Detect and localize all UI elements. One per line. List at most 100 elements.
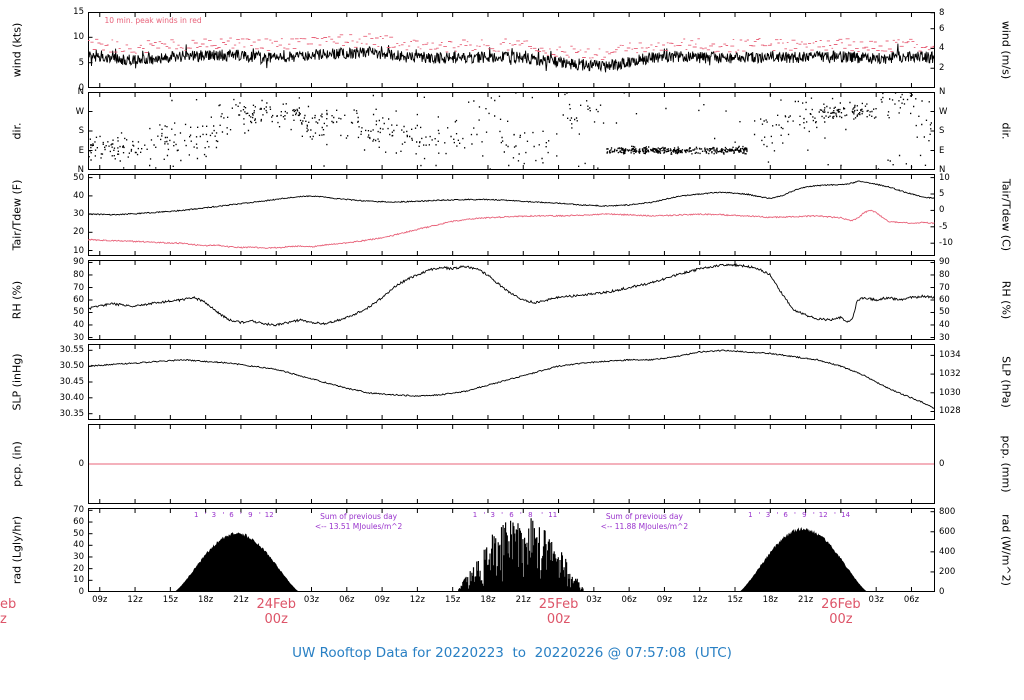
- rad-cumulative-mark: ': [834, 511, 836, 519]
- y-axis-label-left: dir.: [10, 122, 24, 140]
- y-tick-label-left: 60: [73, 517, 84, 528]
- rad-cumulative-mark: ': [520, 511, 522, 519]
- x-date-label: 25Feb 00z: [529, 597, 589, 627]
- y-axis-label-right: wind (m/s): [999, 20, 1013, 80]
- x-tick-label: 06z: [621, 595, 637, 605]
- x-date-line: 25Feb: [538, 597, 579, 612]
- y-axis-label-right: pcp. (mm): [999, 435, 1013, 493]
- rad-sum-note: Sum of previous day: [606, 512, 684, 521]
- x-axis-date-fragment-clipped: eb z: [0, 597, 16, 627]
- rad-cumulative-mark: ': [483, 511, 485, 519]
- rad-cumulative-mark: ': [240, 511, 242, 519]
- y-tick-label-left: 10: [73, 245, 84, 256]
- y-axis-label-left: rad (Lgly/hr): [10, 515, 24, 585]
- x-tick-label: 06z: [339, 595, 355, 605]
- y-tick-label-right: 80: [939, 269, 950, 280]
- y-tick-label-right: 5: [939, 189, 945, 199]
- y-tick-label-left: 15: [73, 7, 84, 17]
- y-tick-label-right: 0: [939, 459, 945, 469]
- rad-cumulative-mark: 11: [548, 511, 557, 519]
- rad-cumulative-mark: 3: [212, 511, 216, 519]
- y-tick-label-left: 30.40: [59, 392, 84, 403]
- rad-cumulative-mark: 3: [766, 511, 770, 519]
- y-axis-label-left: Tair/Tdew (F): [10, 179, 24, 251]
- y-tick-label-right: E: [939, 145, 945, 156]
- y-tick-label-right: 50: [939, 307, 950, 318]
- rad-cumulative-mark: ': [776, 511, 778, 519]
- y-tick-label-left: 20: [73, 227, 84, 238]
- rad-cumulative-mark: 6: [229, 511, 234, 519]
- x-tick-label: 03z: [586, 595, 602, 605]
- x-tick-label: 15z: [162, 595, 178, 605]
- y-tick-label-left: 30.50: [59, 361, 84, 372]
- x-tick-label: 03z: [303, 595, 320, 605]
- x-date-fragment-line1: eb: [0, 597, 17, 612]
- rad-cumulative-mark: ': [501, 511, 503, 519]
- y-axis-label-right: dir.: [999, 122, 1013, 140]
- y-tick-label-left: 0: [78, 587, 84, 597]
- y-tick-label-right: W: [939, 106, 948, 117]
- y-tick-label-left: 70: [73, 505, 84, 516]
- y-tick-label-right: 30: [939, 332, 950, 343]
- y-tick-label-left: 40: [73, 190, 84, 201]
- y-tick-label-right: 1028: [939, 406, 961, 417]
- x-tick-label: 21z: [233, 595, 249, 605]
- y-tick-label-right: 40: [939, 319, 950, 330]
- y-tick-label-left: 40: [73, 319, 84, 330]
- x-tick-label: 21z: [797, 595, 814, 605]
- y-tick-label-right: 600: [939, 526, 956, 537]
- panel-wind: 10 min. peak winds in red: [88, 12, 935, 88]
- rad-cumulative-mark: 12: [819, 511, 828, 519]
- rad-cumulative-mark: 6: [783, 511, 788, 519]
- rad-cumulative-mark: 9: [802, 511, 806, 519]
- panel-slp: [88, 344, 935, 420]
- y-tick-label-left: 10: [73, 32, 84, 43]
- y-tick-label-right: 0: [939, 205, 945, 216]
- y-tick-label-right: 2: [939, 63, 945, 74]
- rad-cumulative-mark: ': [222, 511, 224, 519]
- y-axis-label-left: SLP (inHg): [10, 353, 24, 411]
- rad-cumulative-mark: 9: [248, 511, 252, 519]
- wind-peak-note: 10 min. peak winds in red: [105, 16, 202, 25]
- y-tick-label-left: E: [78, 145, 84, 156]
- y-tick-label-left: S: [78, 126, 84, 136]
- y-tick-label-right: 4: [939, 43, 945, 54]
- y-axis-label-left: wind (kts): [10, 22, 24, 78]
- x-tick-label: 09z: [92, 595, 108, 605]
- y-tick-label-left: N: [77, 87, 84, 97]
- y-tick-label-right: N: [939, 87, 946, 97]
- x-tick-label: 09z: [374, 595, 390, 605]
- x-tick-label: 09z: [656, 595, 673, 605]
- y-axis-label-right: Tair/Tdew (C): [999, 178, 1013, 252]
- y-tick-label-left: 30.55: [59, 345, 84, 356]
- y-tick-label-right: 60: [939, 295, 950, 305]
- y-tick-label-left: 50: [73, 307, 84, 318]
- y-tick-label-right: -5: [939, 221, 948, 232]
- x-date-fragment-line2: z: [0, 612, 7, 627]
- x-tick-label: 15z: [445, 595, 461, 605]
- x-time-line: 00z: [829, 612, 853, 627]
- x-tick-label: 12z: [127, 595, 143, 605]
- y-tick-label-left: 30: [73, 209, 84, 220]
- y-tick-label-right: -10: [939, 238, 953, 249]
- y-tick-label-right: 90: [939, 257, 950, 268]
- y-tick-label-left: 0: [78, 459, 84, 469]
- x-date-line: 26Feb: [821, 597, 861, 612]
- rad-sum-note: Sum of previous day: [320, 512, 398, 521]
- rad-cumulative-mark: ': [794, 511, 796, 519]
- y-tick-label-right: N: [939, 165, 946, 175]
- x-tick-label: 21z: [515, 595, 531, 605]
- y-tick-label-right: 800: [939, 506, 956, 517]
- y-tick-label-right: 10: [939, 172, 950, 183]
- y-tick-label-left: 50: [73, 528, 84, 539]
- y-tick-label-right: 400: [939, 546, 956, 557]
- rad-cumulative-mark: ': [759, 511, 761, 519]
- y-tick-label-right: 1032: [939, 369, 961, 380]
- rad-cumulative-mark: ': [205, 511, 207, 519]
- rad-cumulative-mark: 8: [528, 511, 532, 519]
- rad-cumulative-mark: 14: [841, 511, 850, 519]
- y-tick-label-left: 90: [73, 257, 84, 268]
- y-tick-label-left: 20: [73, 563, 84, 574]
